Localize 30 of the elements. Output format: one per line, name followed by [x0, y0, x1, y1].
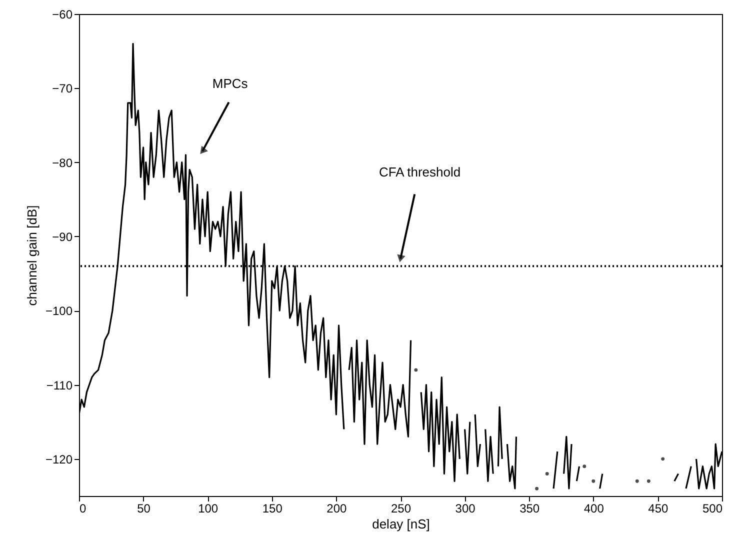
- y-tick-label: −120: [45, 452, 73, 466]
- point: [635, 479, 639, 483]
- ref-line-label: CFA threshold: [378, 164, 461, 180]
- point: [582, 464, 586, 468]
- x-tick-label: 350: [520, 502, 540, 516]
- y-axis-title: channel gain [dB]: [24, 205, 40, 306]
- x-tick-label: 100: [198, 502, 218, 516]
- annotation: MPCs: [212, 76, 248, 92]
- x-tick-label: 450: [648, 502, 669, 516]
- x-axis-title: delay [nS]: [372, 516, 430, 532]
- y-tick-label: −90: [52, 230, 73, 244]
- x-tick-label: 200: [326, 502, 348, 516]
- point: [545, 472, 549, 476]
- x-tick-label: 0: [80, 502, 86, 516]
- y-tick-label: −110: [46, 378, 73, 392]
- y-tick-label: −100: [45, 304, 73, 318]
- x-tick-label: 400: [584, 502, 604, 516]
- point: [661, 457, 665, 461]
- x-tick-label: 500: [702, 502, 723, 516]
- x-tick-label: 300: [455, 502, 476, 516]
- point: [535, 486, 539, 490]
- y-tick-label: −60: [52, 8, 73, 22]
- point: [414, 368, 418, 372]
- x-tick-label: 250: [390, 502, 412, 516]
- x-tick-label: 150: [262, 502, 283, 516]
- point: [646, 479, 650, 483]
- y-tick-label: −80: [52, 156, 73, 170]
- point: [592, 479, 596, 483]
- y-tick-label: −70: [52, 82, 73, 96]
- x-tick-label: 50: [137, 502, 151, 516]
